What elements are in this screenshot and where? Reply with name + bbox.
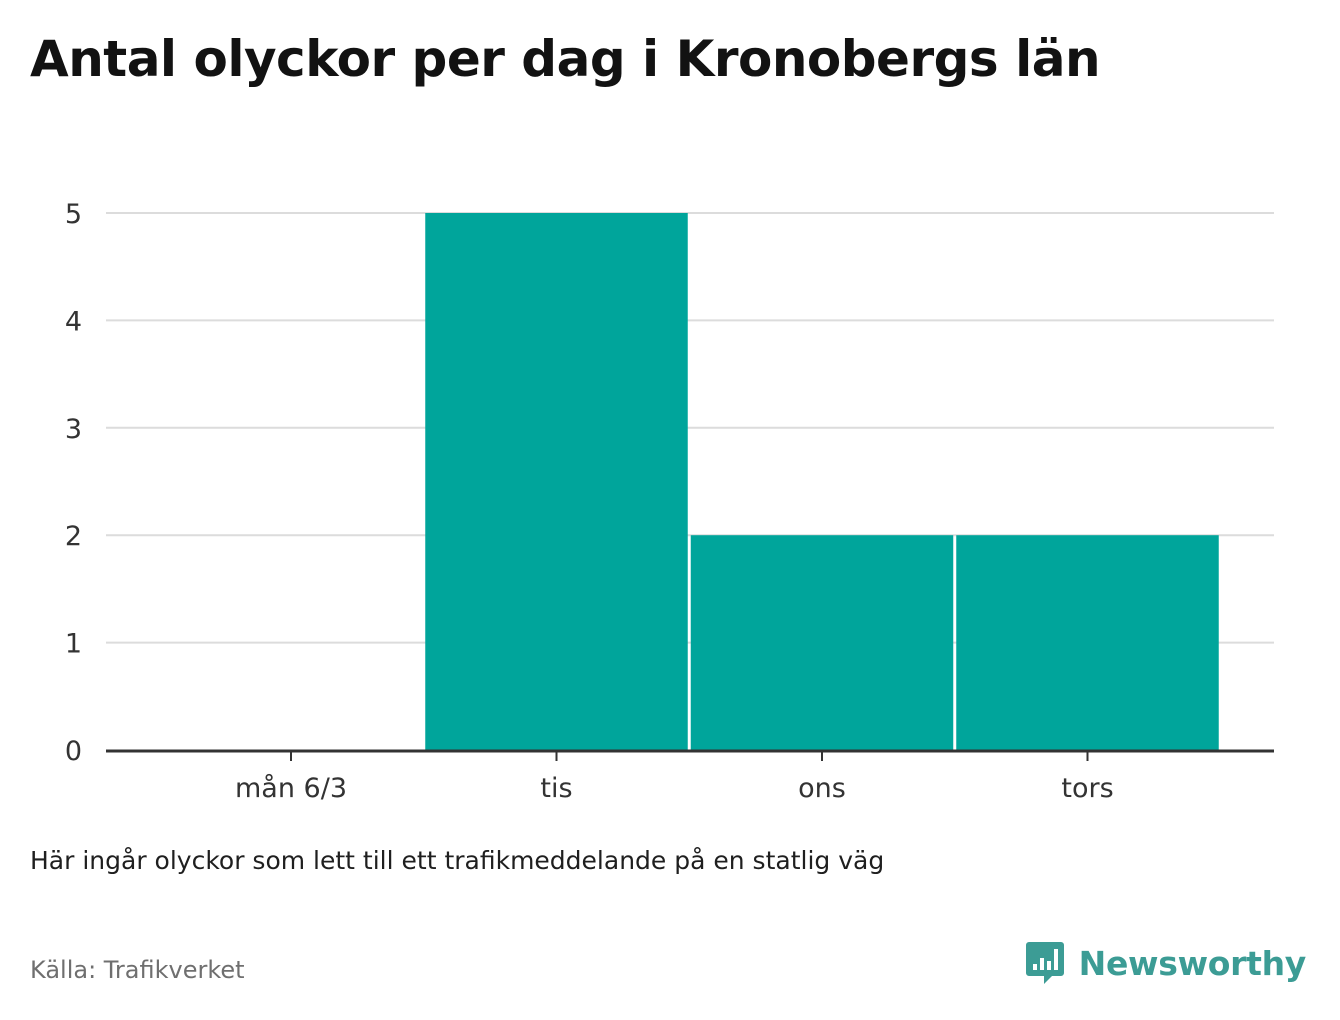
x-tick-label: tis [540,773,572,804]
y-axis-ticks: 0 1 2 3 4 5 [65,199,82,767]
x-axis: mån 6/3 tis ons tors [106,749,1274,804]
y-tick-label: 3 [65,414,82,445]
x-tick-label: ons [798,773,846,804]
x-tick-label: tors [1061,773,1113,804]
chart-note: Här ingår olyckor som lett till ett traf… [30,846,885,875]
bar [956,535,1219,750]
y-tick-label: 2 [65,521,82,552]
newsworthy-logo-icon [1025,942,1064,984]
chart-title: Antal olyckor per dag i Kronobergs län [30,30,1101,88]
brand-logo[interactable]: Newsworthy [1025,940,1306,986]
bar-chart: 0 1 2 3 4 5 mån 6/3 tis ons tors [65,199,1274,804]
x-tick-label: mån 6/3 [235,773,347,804]
y-tick-label: 5 [65,199,82,230]
y-tick-label: 4 [65,306,82,337]
y-tick-label: 1 [65,629,82,660]
bars [425,213,1219,750]
bar [425,213,688,750]
y-tick-label: 0 [65,736,82,767]
source-label: Källa: Trafikverket [30,956,245,984]
bar [690,535,954,750]
brand-name: Newsworthy [1078,943,1307,983]
